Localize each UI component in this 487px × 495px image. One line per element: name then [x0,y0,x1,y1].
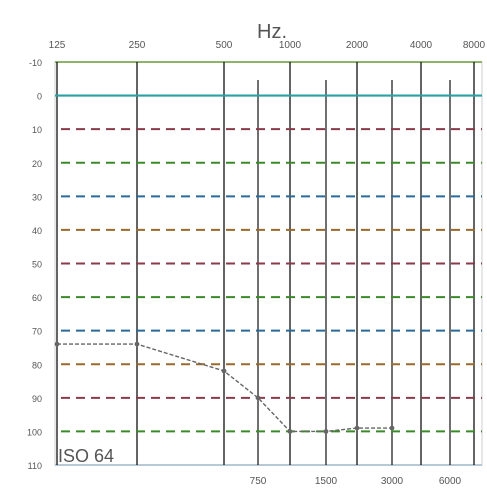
x-top-tick-label: 8000 [463,40,486,51]
y-tick-label: 60 [32,293,42,303]
series-point [323,429,329,434]
series-point [287,429,293,434]
y-tick-label: 80 [32,360,42,370]
x-bottom-tick-label: 3000 [381,476,404,487]
y-tick-label: 70 [32,327,42,337]
y-tick-label: 50 [32,260,42,270]
y-tick-label: 100 [27,427,42,437]
series-line [57,343,392,433]
y-tick-label: -10 [29,58,42,68]
x-top-tick-label: 250 [129,40,146,51]
x-bottom-tick-label: 1500 [315,476,338,487]
y-tick-label: 30 [32,192,42,202]
x-top-tick-label: 2000 [346,40,369,51]
x-top-tick-label: 4000 [410,40,433,51]
x-bottom-tick-label: 6000 [439,476,462,487]
y-tick-label: 110 [28,461,42,471]
iso-annotation: ISO 64 [58,446,114,466]
y-tick-label: 0 [37,92,42,102]
series-point [221,368,227,374]
series-point [54,341,60,347]
y-tick-label: 40 [32,226,42,236]
y-tick-label: 90 [32,394,42,404]
y-tick-label: 10 [32,125,42,135]
series-point [354,425,360,431]
series-point [389,425,395,431]
plot-frame [54,61,483,466]
x-top-tick-label: 500 [216,40,233,51]
series-point [134,341,140,347]
y-tick-label: 20 [32,159,42,169]
x-top-tick-label: 1000 [279,40,302,51]
chart-title: Hz. [257,21,287,43]
series-point [255,395,261,401]
x-top-tick-label: 125 [49,40,66,51]
x-bottom-tick-label: 750 [250,476,267,487]
